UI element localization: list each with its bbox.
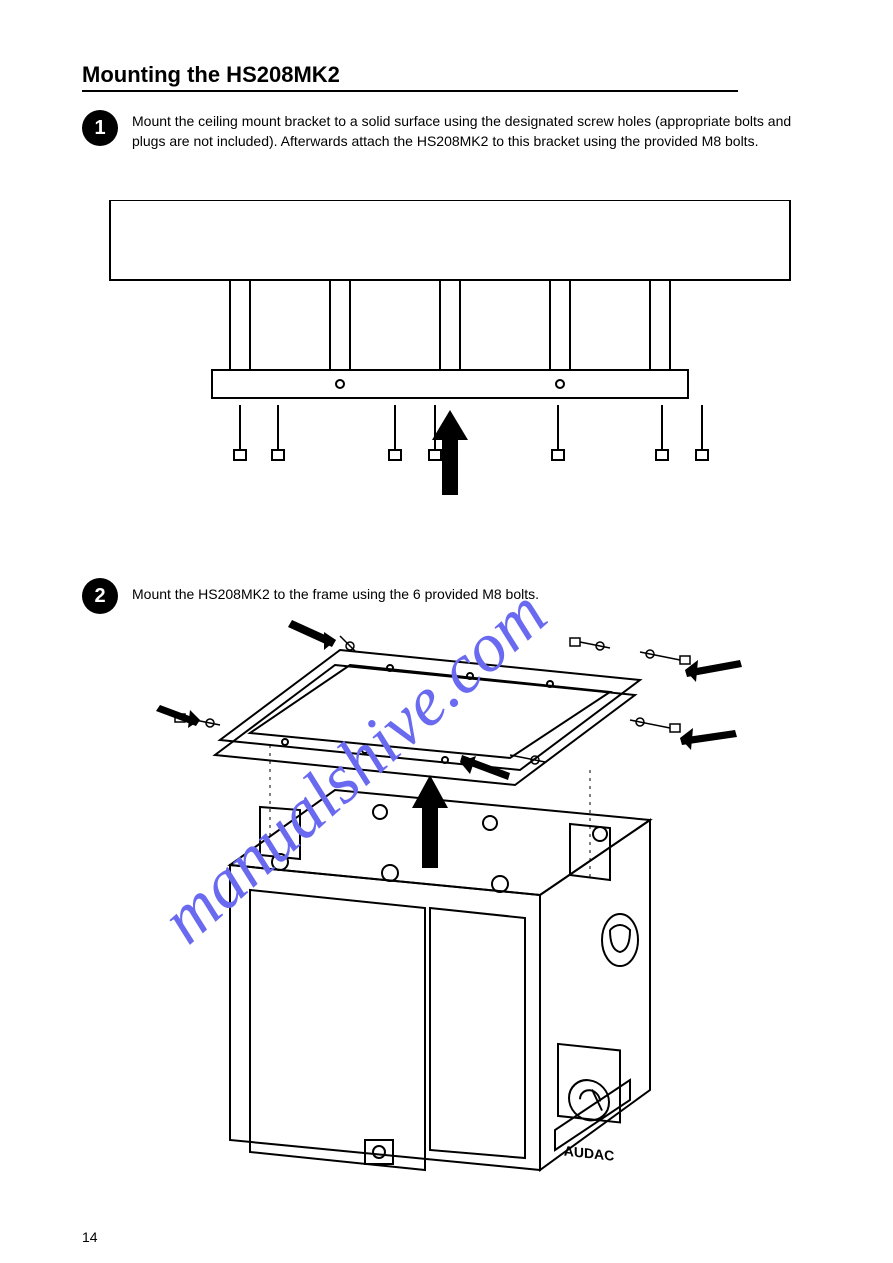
step-2-text: Mount the HS208MK2 to the frame using th… xyxy=(132,585,822,605)
step-1-number: 1 xyxy=(82,110,118,146)
diagram-ceiling-bracket xyxy=(90,200,810,510)
step-1-text: Mount the ceiling mount bracket to a sol… xyxy=(132,112,822,151)
brand-label: AUDAC xyxy=(564,1143,614,1164)
step-2-number: 2 xyxy=(82,578,118,614)
page-number: 14 xyxy=(82,1229,98,1245)
page-title: Mounting the HS208MK2 xyxy=(82,62,340,88)
diagram-subwoofer-frame: AUDAC xyxy=(140,610,800,1210)
title-rule xyxy=(82,90,738,92)
